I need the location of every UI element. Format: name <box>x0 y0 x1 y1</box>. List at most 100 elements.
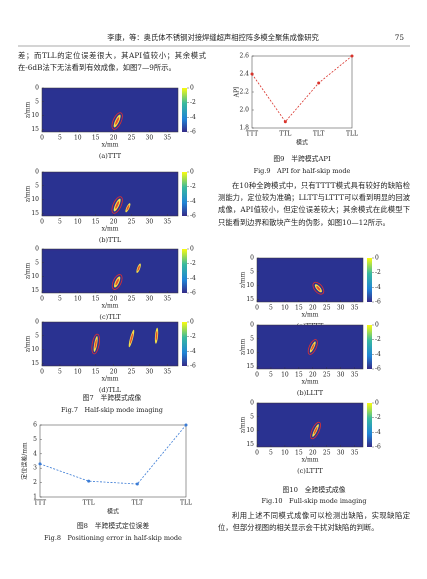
x-tick-label: 35 <box>163 296 171 303</box>
image-band <box>257 327 363 367</box>
colorbar-tick-label: -4 <box>190 198 196 205</box>
plot-frame <box>251 55 353 129</box>
z-tick-label: 5 <box>250 268 254 275</box>
x-tick-label: 10 <box>74 369 82 376</box>
z-tick-label: 10 <box>31 112 39 119</box>
x-tick-label: 10 <box>74 219 82 226</box>
colorbar <box>182 172 187 216</box>
colorbar-tick-label: -4 <box>375 351 381 358</box>
z-tick-label: 15 <box>246 363 254 370</box>
x-tick-label: 15 <box>92 135 100 142</box>
image-band <box>42 251 178 291</box>
echo-core <box>155 330 158 341</box>
caption-en: Fig.9 API for half-skip mode <box>254 167 351 175</box>
defect-outline <box>91 333 100 355</box>
colorbar <box>182 249 187 293</box>
z-tick-label: 5 <box>35 182 39 189</box>
colorbar-tick-label: -6 <box>375 366 381 373</box>
z-tick-label: 10 <box>246 427 254 434</box>
z-tick-label: 0 <box>35 319 39 326</box>
colorbar-tick-label: -2 <box>375 414 381 421</box>
z-tick-label: 15 <box>31 210 39 217</box>
colorbar-tick-label: -6 <box>190 290 196 297</box>
colorbar-tick-label: 0 <box>190 85 194 92</box>
point <box>283 120 287 124</box>
x-tick-label: 25 <box>323 450 331 457</box>
defect-outline <box>111 196 123 214</box>
defect-outline <box>312 281 325 295</box>
plot-frame <box>39 424 187 498</box>
z-tick-label: 5 <box>35 98 39 105</box>
series-line <box>251 55 353 123</box>
x-tick-label: 0 <box>255 450 259 457</box>
point <box>250 72 254 76</box>
x-tick-label: 15 <box>295 305 303 312</box>
echo-core <box>316 285 321 291</box>
x-tick-label: 35 <box>163 219 171 226</box>
x-tick-label: 30 <box>146 369 154 376</box>
panel-label: (d)TLL <box>99 386 122 394</box>
caption-cn: 图8 半跨模式定位误差 <box>77 521 149 530</box>
colorbar-tick-label: -2 <box>190 99 196 106</box>
x-tick-label: 20 <box>309 305 317 312</box>
colorbar-tick-label: -4 <box>375 429 381 436</box>
z-tick-label: 10 <box>246 349 254 356</box>
x-tick-label: 30 <box>337 450 345 457</box>
z-tick-label: 0 <box>250 322 254 329</box>
z-axis-label: z/mm <box>240 338 247 355</box>
x-tick-label: 20 <box>110 369 118 376</box>
x-tick-label: 0 <box>255 305 259 312</box>
plot-frame <box>41 171 179 217</box>
right-paragraph: 在10种全跨模式中，只有TTTT模式具有较好的缺陷检测能力，定位较为准确；LLT… <box>218 181 410 227</box>
x-tick-label: TTT <box>246 131 258 138</box>
colorbar <box>182 88 187 132</box>
x-tick-label: 35 <box>351 372 359 379</box>
echo-core <box>115 201 120 209</box>
z-tick-label: 5 <box>35 332 39 339</box>
header-title: 李康，等：奥氏体不锈钢对接焊缝超声相控阵多模全聚焦成像研究 <box>107 33 319 42</box>
x-tick-label: TLT <box>132 500 144 507</box>
z-axis-label: z/mm <box>25 185 32 202</box>
colorbar <box>182 322 187 366</box>
z-tick-label: 0 <box>35 85 39 92</box>
x-tick-label: 15 <box>92 219 100 226</box>
defect-outline <box>307 339 318 355</box>
z-tick-label: 15 <box>31 287 39 294</box>
x-tick-label: 20 <box>110 135 118 142</box>
colorbar-tick-label: -6 <box>190 213 196 220</box>
echo-core <box>313 426 318 435</box>
z-tick-label: 15 <box>31 360 39 367</box>
echo-core <box>137 265 140 272</box>
y-tick-label: 2.4 <box>239 71 249 78</box>
plot-frame <box>41 248 179 294</box>
z-axis-label: z/mm <box>25 335 32 352</box>
point <box>87 479 91 483</box>
colorbar-tick-label: -6 <box>190 129 196 136</box>
y-tick-label: 5 <box>33 436 37 443</box>
x-axis-label: x/mm <box>102 226 119 233</box>
defect-outline <box>310 421 321 440</box>
x-tick-label: 10 <box>281 372 289 379</box>
x-axis-label: x/mm <box>102 303 119 310</box>
z-tick-label: 5 <box>35 259 39 266</box>
colorbar-tick-label: -6 <box>190 363 196 370</box>
x-tick-label: 0 <box>255 372 259 379</box>
x-tick-label: 10 <box>281 305 289 312</box>
colorbar-tick-label: -4 <box>375 284 381 291</box>
echo-core <box>129 333 134 344</box>
x-tick-label: 30 <box>337 305 345 312</box>
x-tick-label: 30 <box>146 296 154 303</box>
z-tick-label: 15 <box>246 296 254 303</box>
z-tick-label: 10 <box>31 196 39 203</box>
point <box>317 81 321 85</box>
plot-frame <box>256 257 364 303</box>
plot-frame <box>41 87 179 133</box>
echo-core <box>115 117 120 125</box>
colorbar-tick-label: -2 <box>190 333 196 340</box>
plot-frame <box>41 321 179 367</box>
image-band <box>257 260 363 300</box>
z-tick-label: 0 <box>250 400 254 407</box>
x-tick-label: 35 <box>163 369 171 376</box>
x-axis-label: x/mm <box>102 142 119 149</box>
point <box>350 54 354 58</box>
